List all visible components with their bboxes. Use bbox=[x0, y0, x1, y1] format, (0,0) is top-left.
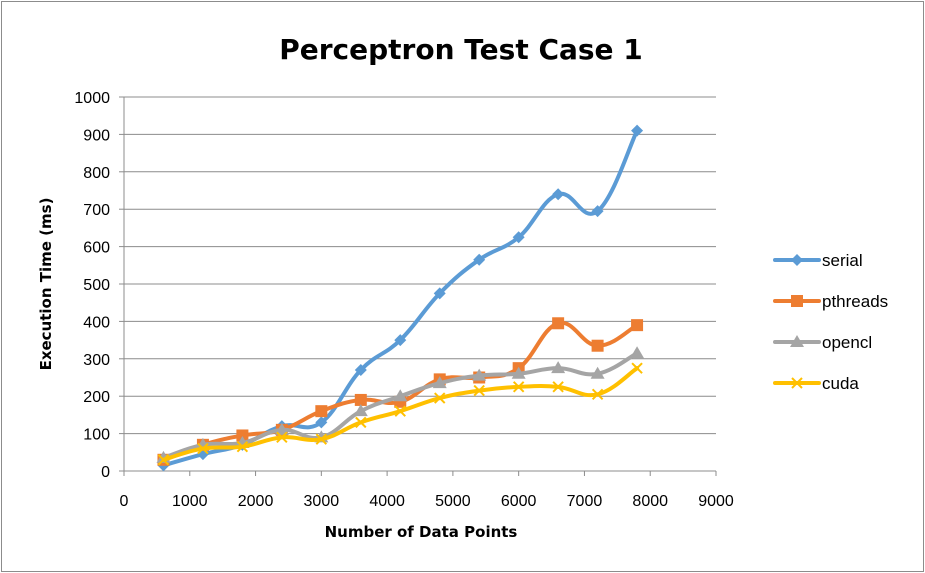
y-axis-title: Execution Time (ms) bbox=[37, 198, 55, 371]
data-point-cuda bbox=[591, 388, 604, 401]
x-tick-label: 7000 bbox=[567, 493, 603, 510]
x-marker-stroke bbox=[434, 392, 446, 404]
data-point-opencl bbox=[551, 361, 566, 374]
data-point-cuda bbox=[473, 384, 485, 397]
legend-marker-pthreads bbox=[791, 295, 803, 307]
gridlines bbox=[124, 96, 716, 435]
data-point-serial bbox=[591, 205, 604, 218]
legend: serial pthreads opencl cuda bbox=[773, 251, 888, 393]
legend-item-opencl: opencl bbox=[773, 333, 872, 352]
data-point-pthreads bbox=[631, 319, 644, 332]
y-tick-label: 800 bbox=[83, 165, 110, 182]
x-tick-label: 0 bbox=[120, 493, 129, 510]
data-point-opencl bbox=[432, 376, 447, 389]
x-marker-stroke bbox=[197, 442, 209, 455]
x-marker-stroke bbox=[355, 416, 367, 429]
x-marker-stroke bbox=[157, 454, 170, 466]
y-tick-label: 0 bbox=[101, 464, 110, 481]
y-tick-label: 700 bbox=[83, 202, 110, 219]
x-tick-labels: 0 1000 2000 3000 4000 5000 6000 7000 8000 9000 bbox=[120, 493, 734, 510]
legend-marker-opencl bbox=[790, 335, 804, 347]
x-marker-stroke bbox=[552, 381, 564, 393]
x-marker-stroke bbox=[276, 431, 288, 444]
y-tick-label: 300 bbox=[83, 352, 110, 369]
chart-title: Perceptron Test Case 1 bbox=[279, 33, 643, 66]
data-point-cuda bbox=[157, 454, 170, 466]
series-line-cuda bbox=[161, 366, 640, 462]
y-tick-label: 400 bbox=[83, 314, 110, 331]
data-point-cuda bbox=[315, 433, 328, 445]
data-point-pthreads bbox=[315, 405, 328, 418]
data-point-pthreads bbox=[552, 317, 565, 330]
data-point-opencl bbox=[630, 346, 645, 359]
x-marker-stroke bbox=[473, 384, 485, 397]
legend-label-cuda: cuda bbox=[822, 374, 859, 393]
x-tick-label: 4000 bbox=[369, 493, 405, 510]
x-marker-stroke bbox=[591, 388, 604, 401]
data-point-cuda bbox=[197, 442, 209, 455]
y-tick-labels: 0 100 200 300 400 500 600 700 800 900 1000 bbox=[74, 90, 110, 481]
data-point-cuda bbox=[434, 392, 446, 404]
series-layer bbox=[156, 124, 645, 472]
legend-label-serial: serial bbox=[822, 251, 863, 270]
series-cuda bbox=[157, 362, 643, 466]
data-point-opencl bbox=[274, 422, 289, 435]
x-tick-label: 8000 bbox=[632, 493, 668, 510]
legend-item-pthreads: pthreads bbox=[773, 292, 888, 311]
axes bbox=[119, 96, 717, 476]
data-point-serial bbox=[394, 334, 407, 347]
x-tick-label: 9000 bbox=[698, 493, 734, 510]
data-point-serial bbox=[631, 124, 644, 137]
data-point-cuda bbox=[236, 440, 249, 453]
data-point-serial bbox=[512, 231, 525, 244]
y-tick-label: 200 bbox=[83, 389, 110, 406]
data-point-serial bbox=[354, 364, 367, 377]
y-tick-label: 100 bbox=[83, 427, 110, 444]
data-point-cuda bbox=[355, 416, 367, 429]
data-point-cuda bbox=[552, 381, 564, 393]
data-point-pthreads bbox=[236, 429, 249, 442]
data-point-serial bbox=[315, 416, 328, 429]
legend-item-serial: serial bbox=[773, 251, 863, 270]
data-point-serial bbox=[433, 287, 446, 300]
legend-marker-cuda bbox=[791, 377, 803, 389]
x-axis-title: Number of Data Points bbox=[325, 523, 518, 541]
series-line-serial bbox=[161, 128, 640, 468]
data-point-cuda bbox=[394, 405, 406, 417]
data-point-serial bbox=[552, 188, 565, 201]
y-tick-label: 600 bbox=[83, 240, 110, 257]
y-tick-label: 500 bbox=[83, 277, 110, 294]
series-serial bbox=[157, 124, 644, 472]
data-point-pthreads bbox=[591, 339, 604, 352]
x-tick-label: 1000 bbox=[172, 493, 208, 510]
data-point-opencl bbox=[472, 368, 487, 381]
data-point-cuda bbox=[631, 362, 643, 374]
x-tick-label: 2000 bbox=[238, 493, 274, 510]
legend-item-cuda: cuda bbox=[773, 374, 859, 393]
data-point-opencl bbox=[511, 366, 526, 379]
x-marker-stroke bbox=[791, 377, 803, 389]
x-marker-stroke bbox=[394, 405, 406, 417]
x-marker-stroke bbox=[512, 381, 525, 393]
x-tick-label: 5000 bbox=[435, 493, 471, 510]
legend-marker-serial bbox=[791, 254, 803, 266]
x-tick-label: 6000 bbox=[501, 493, 537, 510]
x-marker-stroke bbox=[631, 362, 643, 374]
data-point-opencl bbox=[590, 366, 605, 379]
legend-label-pthreads: pthreads bbox=[822, 292, 888, 311]
data-point-cuda bbox=[276, 431, 288, 444]
x-marker-stroke bbox=[236, 440, 249, 453]
data-point-opencl bbox=[393, 389, 408, 402]
data-point-opencl bbox=[353, 404, 368, 417]
x-tick-label: 3000 bbox=[304, 493, 340, 510]
legend-label-opencl: opencl bbox=[822, 333, 872, 352]
y-tick-label: 900 bbox=[83, 127, 110, 144]
x-marker-stroke bbox=[315, 433, 328, 445]
y-tick-label: 1000 bbox=[74, 90, 110, 107]
data-point-serial bbox=[473, 253, 486, 266]
data-point-pthreads bbox=[354, 393, 367, 406]
data-point-cuda bbox=[512, 381, 525, 393]
